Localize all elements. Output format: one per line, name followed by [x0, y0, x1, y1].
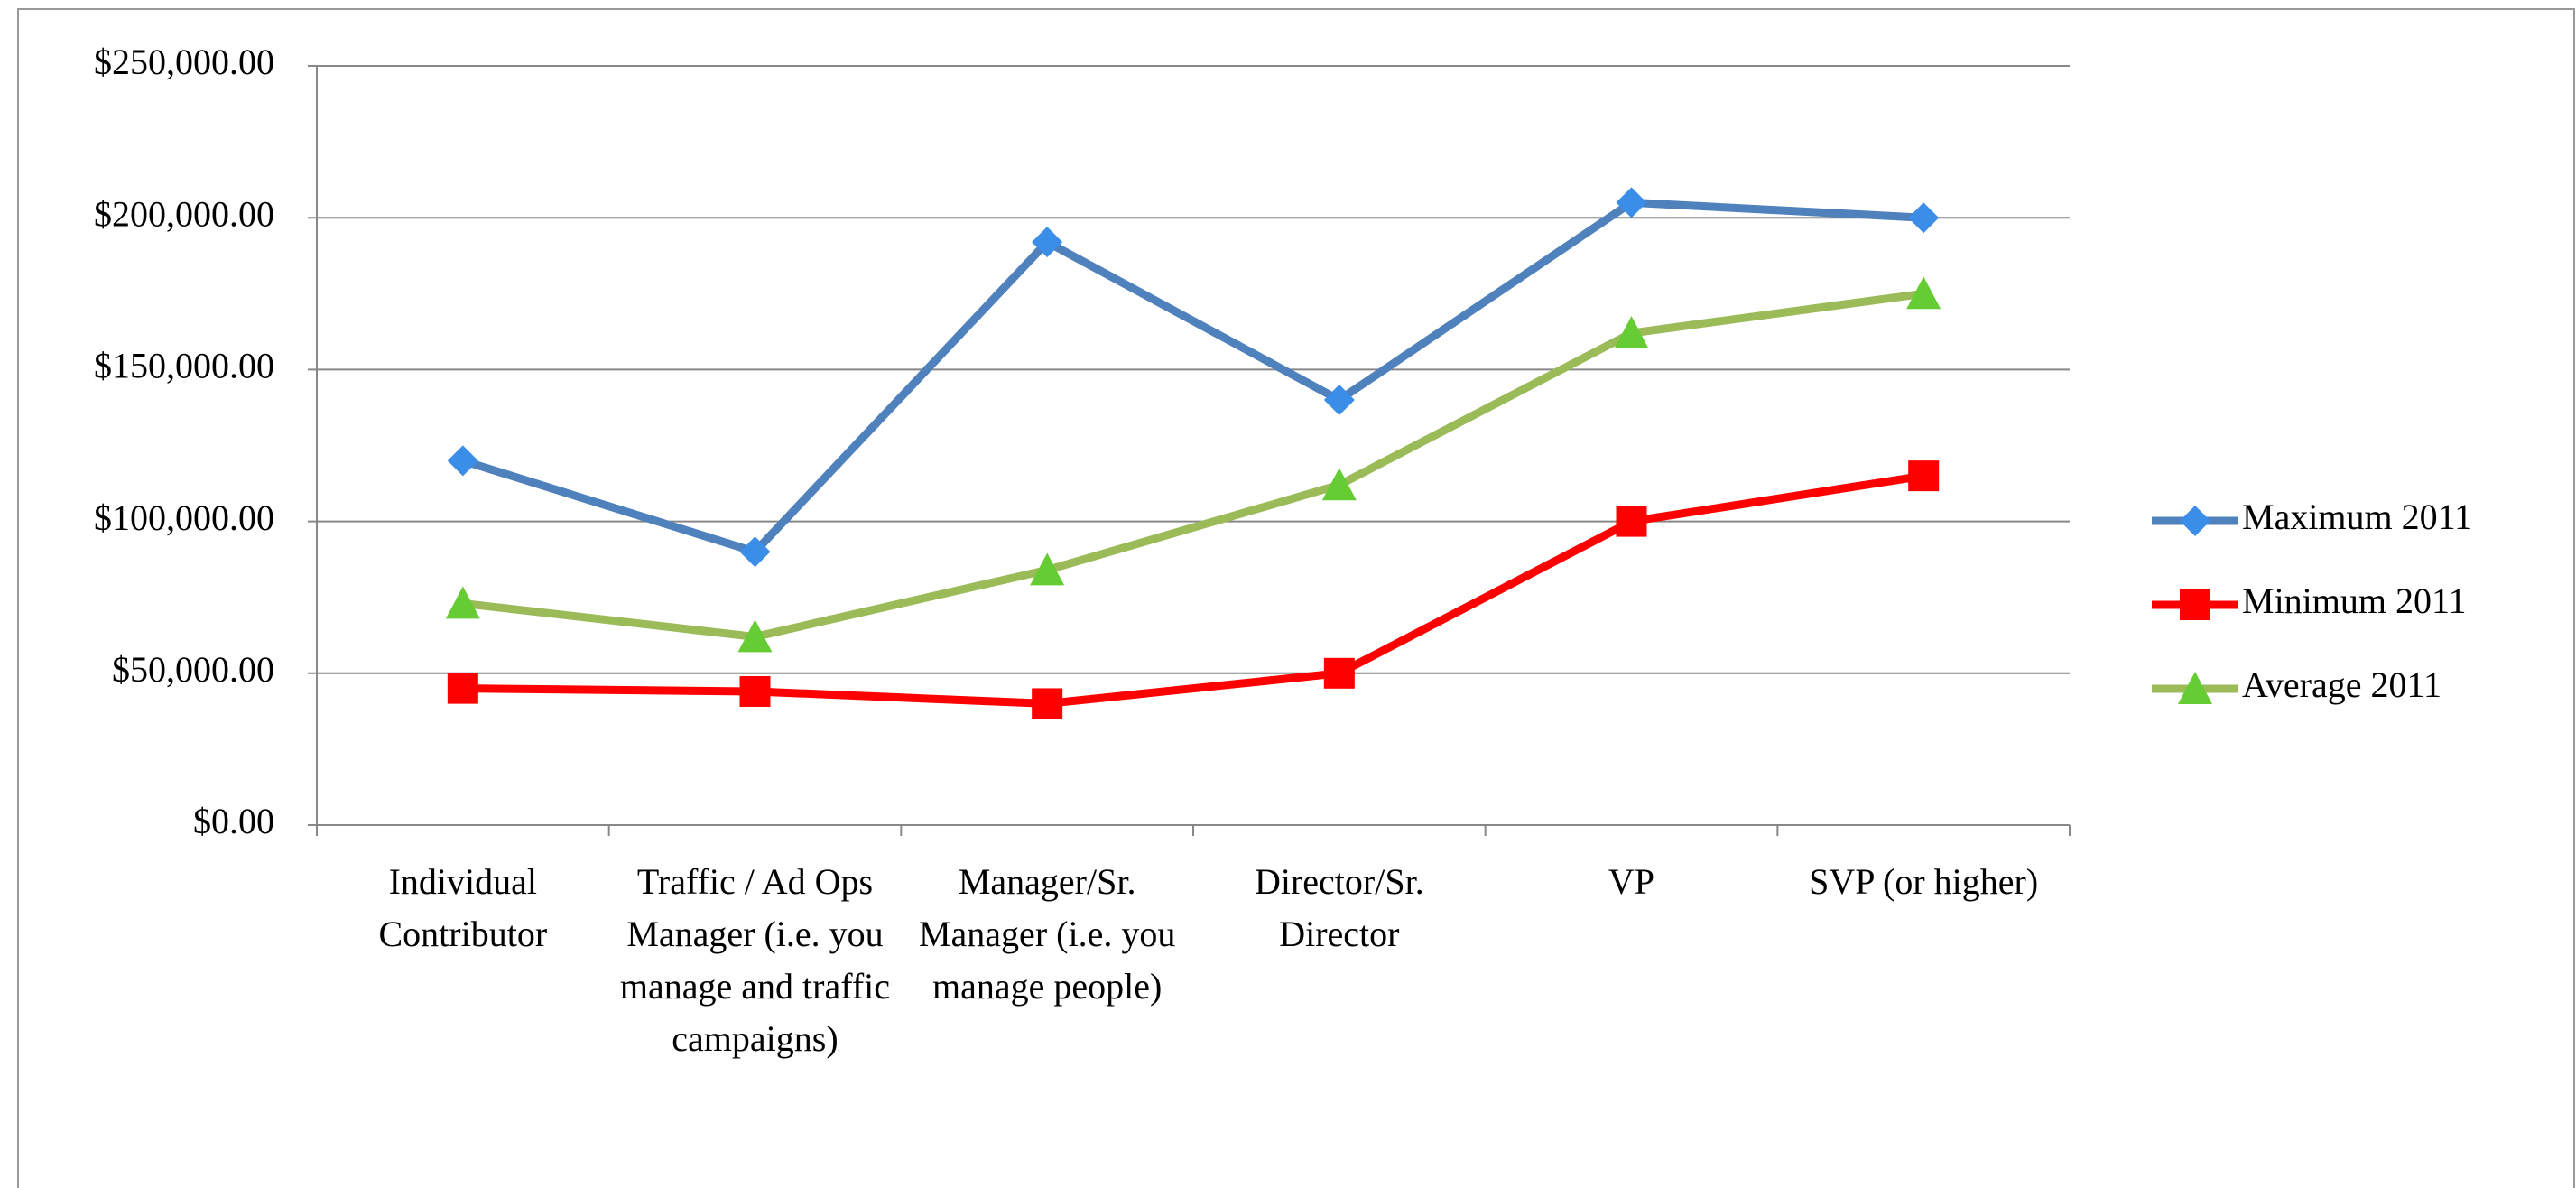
marker	[1616, 506, 1647, 537]
marker	[739, 536, 771, 568]
marker	[445, 586, 480, 619]
series-line	[461, 198, 1924, 556]
series-line	[462, 289, 1924, 641]
marker	[1323, 657, 1355, 689]
legend-label: Average 2011	[2242, 664, 2442, 705]
legend-label: Minimum 2011	[2242, 580, 2467, 621]
x-tick-label: VP	[1608, 861, 1655, 902]
marker	[739, 675, 771, 707]
legend-label: Maximum 2011	[2242, 497, 2472, 537]
x-tick-label: Individual Contributor	[378, 861, 548, 954]
legend-marker	[2180, 589, 2210, 620]
series-line	[462, 471, 1924, 708]
marker	[447, 445, 478, 477]
marker	[1616, 187, 1647, 218]
x-tick-label: Traffic / Ad Ops Manager (i.e. you manag…	[619, 861, 891, 1059]
y-tick-label: $250,000.00	[94, 42, 274, 82]
y-tick-label: $150,000.00	[94, 346, 274, 386]
marker	[1614, 316, 1649, 349]
x-tick-label: SVP (or higher)	[1809, 861, 2039, 902]
marker	[447, 673, 478, 704]
y-tick-label: $100,000.00	[94, 497, 274, 538]
frame	[17, 8, 2575, 1188]
marker	[1032, 227, 1063, 258]
marker	[1321, 468, 1357, 501]
marker	[1906, 276, 1941, 310]
marker	[1030, 552, 1065, 586]
x-tick-label: Director/Sr. Director	[1254, 861, 1424, 954]
legend-marker	[2178, 672, 2212, 704]
marker	[1323, 385, 1355, 416]
x-tick-label: Manager/Sr. Manager (i.e. you manage peo…	[918, 861, 1176, 1007]
marker	[737, 619, 773, 653]
marker	[1908, 460, 1940, 492]
legend-marker	[2180, 506, 2210, 536]
marker	[1032, 688, 1063, 719]
y-tick-label: $0.00	[193, 801, 274, 841]
y-tick-label: $50,000.00	[112, 649, 274, 690]
marker	[1908, 202, 1940, 234]
y-tick-label: $200,000.00	[94, 193, 274, 234]
